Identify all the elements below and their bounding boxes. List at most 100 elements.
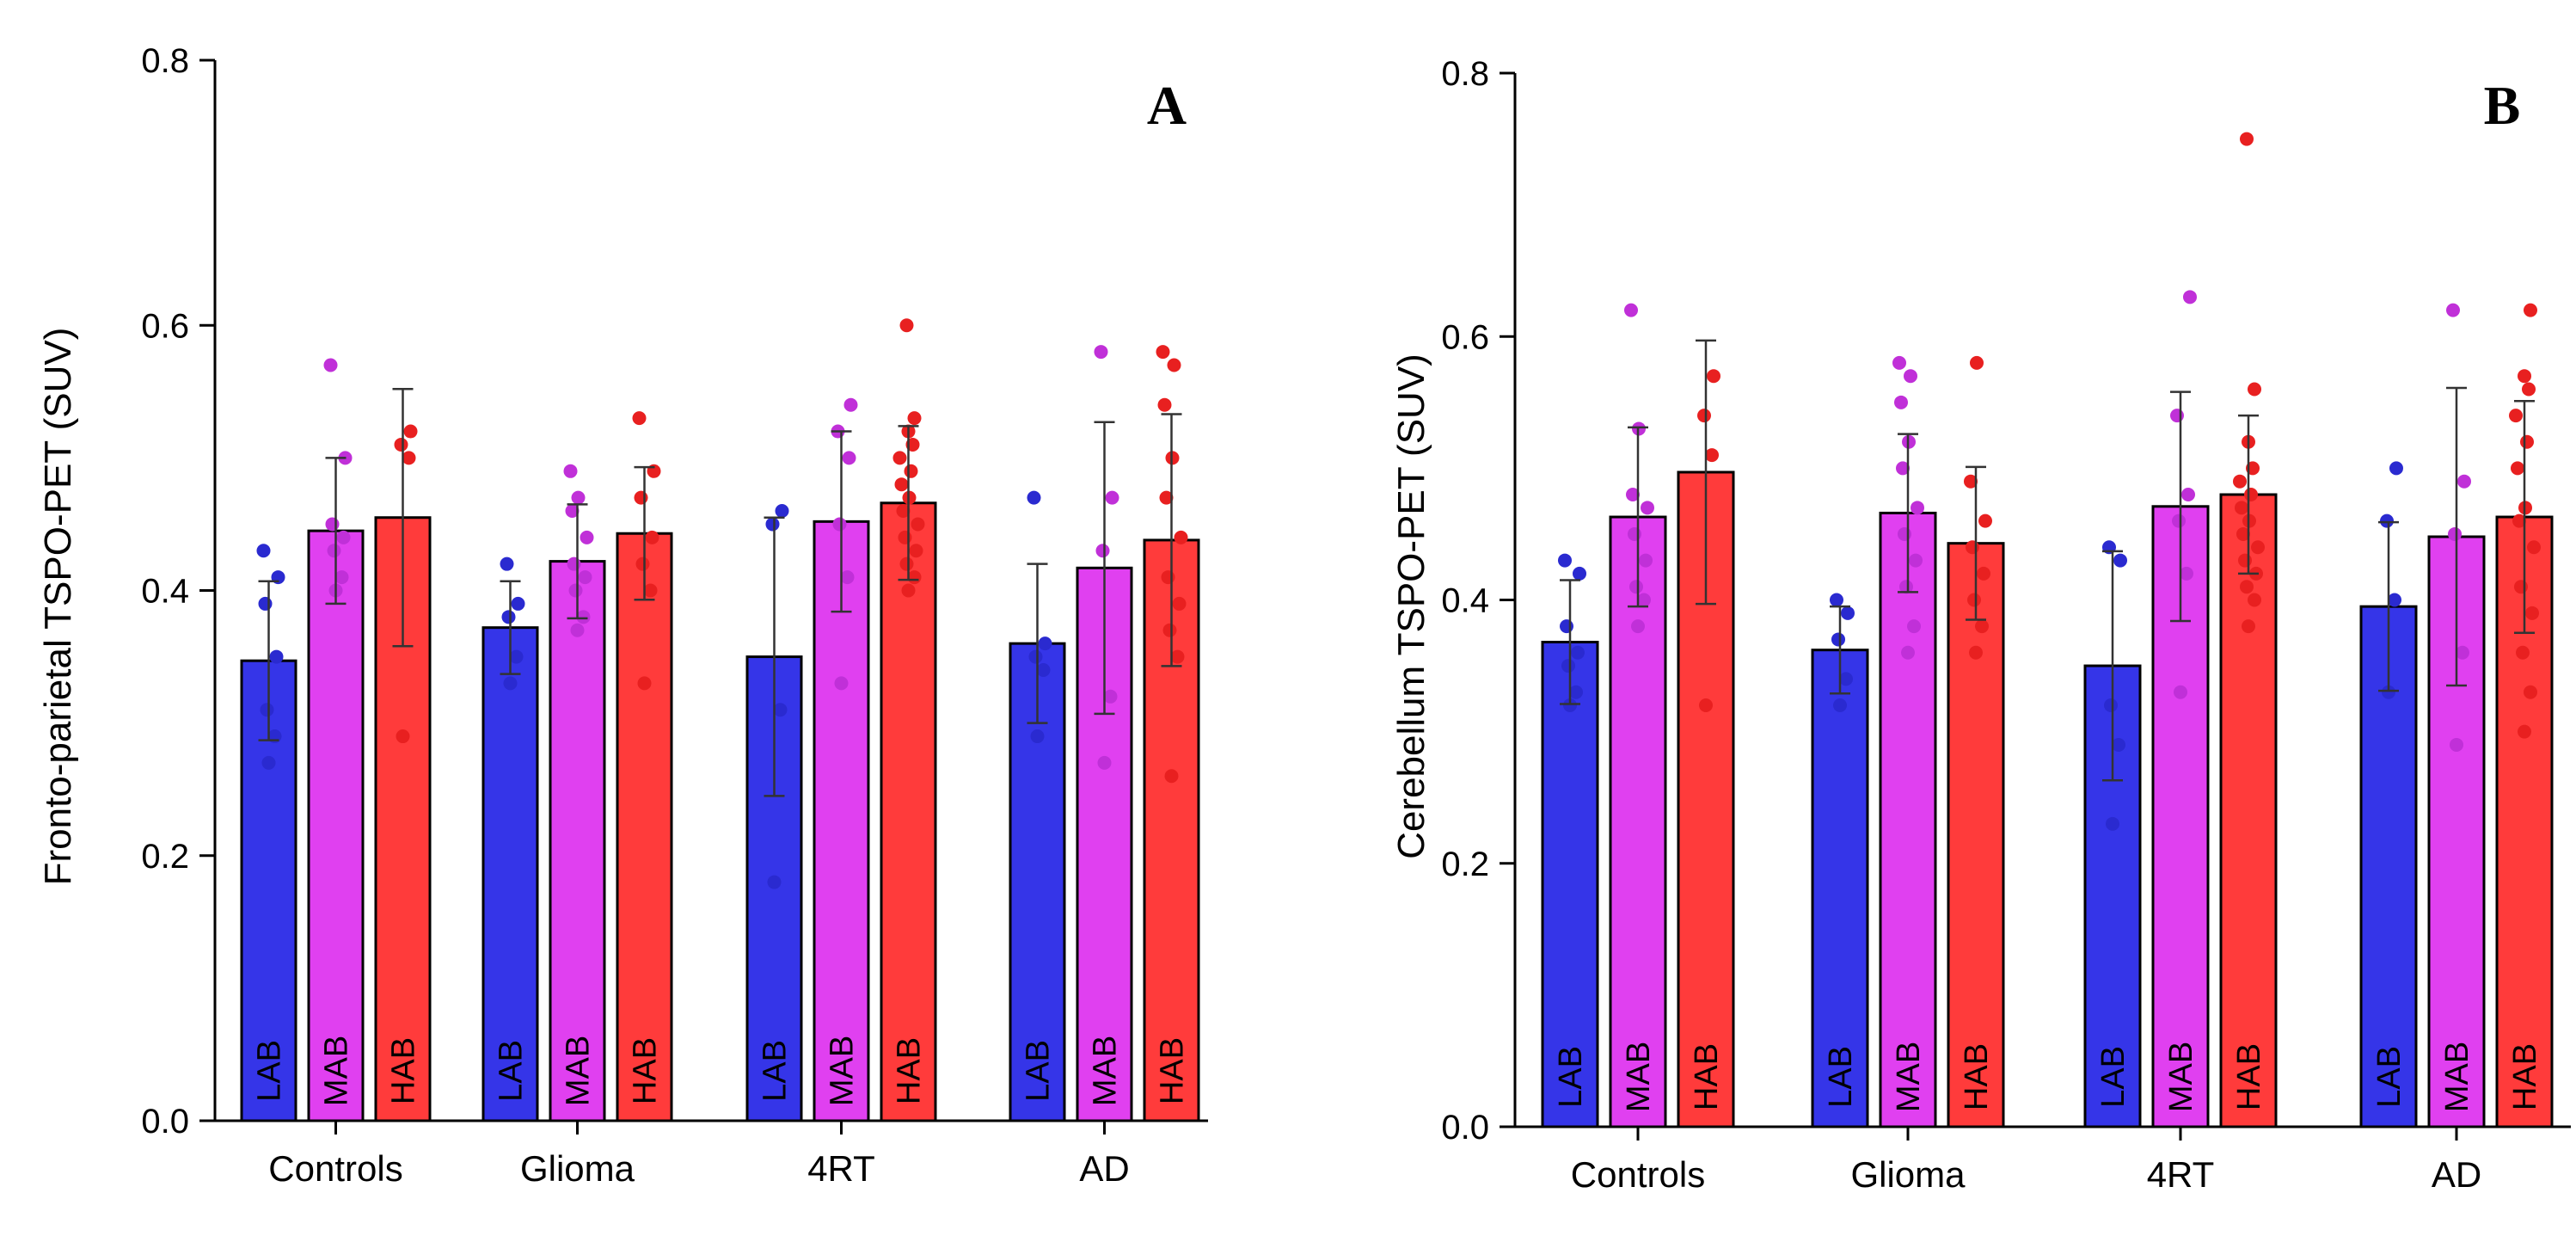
panel-b-point-4rt-lab	[2104, 698, 2118, 712]
panel-b-y-axis-title: Cerebellum TSPO-PET (SUV)	[1390, 354, 1432, 859]
panel-b-point-4rt-hab	[2242, 619, 2255, 634]
panel-b-y-ticks: 0.0 0.2 0.4 0.6 0.8	[1441, 55, 1515, 1147]
panel-a-y-tick-label: 0.0	[141, 1103, 189, 1141]
panel-a-point-controls-hab	[396, 729, 410, 744]
panel-a-point-4rt-hab	[896, 504, 911, 519]
panel-a-y-tick-label: 0.8	[141, 42, 189, 80]
panel-b-bar-label-ad-hab: HAB	[2507, 1043, 2543, 1110]
panel-b-point-glioma-mab	[1894, 395, 1908, 409]
panel-a-y-tick-label: 0.4	[141, 573, 189, 611]
panel-b-point-4rt-hab	[2238, 553, 2252, 568]
panel-a-point-4rt-hab	[892, 451, 907, 465]
panel-a-point-glioma-mab	[576, 610, 591, 624]
panel-b-x-category-label: AD	[2432, 1154, 2481, 1195]
panel-b-point-ad-mab	[2446, 303, 2460, 317]
panel-b-point-glioma-lab	[1833, 698, 1847, 712]
panel-b-bar-label-glioma-mab: MAB	[1891, 1042, 1927, 1112]
panel-b-bar-label-controls-mab: MAB	[1621, 1042, 1657, 1112]
panel-b-bar-label-glioma-lab: LAB	[1823, 1046, 1859, 1108]
panel-a-point-glioma-hab	[643, 583, 658, 598]
panel-a-point-glioma-mab	[565, 504, 580, 519]
panel-a-point-glioma-mab	[570, 623, 585, 637]
panel-b-point-controls-lab	[1561, 659, 1575, 673]
panel-a-point-controls-hab	[403, 424, 418, 439]
panel-a-bar-label-ad-hab: HAB	[1155, 1037, 1191, 1104]
panel-b-point-ad-hab	[2518, 369, 2531, 384]
panel-b-point-glioma-mab	[1899, 580, 1913, 594]
panel-b-point-controls-mab	[1626, 488, 1640, 501]
panel-b-point-4rt-hab	[2240, 580, 2254, 594]
panel-b-point-glioma-mab	[1898, 526, 1911, 541]
panel-b-points	[1558, 132, 2541, 831]
panel-b-point-controls-mab	[1639, 553, 1653, 568]
panel-a-point-ad-hab	[1170, 649, 1185, 664]
panel-b-chart: B Cerebellum TSPO-PET (SUV) 0.0 0.2 0.4 0.6…	[1390, 55, 2571, 1195]
panel-a-point-controls-lab	[261, 755, 276, 770]
panel-a-point-controls-hab	[394, 437, 408, 452]
panel-a-point-ad-lab	[1036, 662, 1051, 677]
panel-a-point-glioma-lab	[511, 596, 525, 611]
panel-a-point-glioma-hab	[635, 557, 650, 571]
panel-b-point-glioma-lab	[1830, 593, 1843, 607]
panel-b-point-glioma-mab	[1896, 461, 1910, 476]
panel-a-point-glioma-mab	[578, 570, 592, 585]
panel-b-point-ad-hab	[2525, 606, 2539, 620]
panel-b-point-ad-hab	[2516, 645, 2530, 660]
panel-b-point-4rt-lab	[2106, 816, 2119, 831]
panel-a-point-controls-mab	[327, 544, 341, 558]
panel-b-point-ad-hab	[2520, 434, 2534, 449]
panel-b-letter: B	[2484, 75, 2521, 136]
panel-a-point-ad-lab	[1030, 729, 1045, 744]
panel-b-point-ad-hab	[2527, 540, 2541, 555]
panel-a-point-ad-mab	[1094, 345, 1108, 360]
panel-a-letter: A	[1147, 75, 1187, 136]
panel-a-point-glioma-hab	[634, 490, 648, 505]
panel-a-point-glioma-hab	[632, 411, 647, 426]
panel-a-point-4rt-mab	[843, 397, 858, 412]
panel-b-point-glioma-hab	[1967, 593, 1981, 607]
panel-a-point-4rt-hab	[901, 583, 916, 598]
panel-b-point-ad-hab	[2509, 409, 2523, 423]
panel-a-bar-label-controls-mab: MAB	[319, 1036, 355, 1106]
panel-b-point-controls-hab	[1705, 448, 1719, 463]
panel-a-point-4rt-hab	[894, 477, 909, 492]
panel-b-bar-glioma-mab	[1879, 511, 1937, 1128]
panel-a-point-controls-lab	[269, 649, 284, 664]
panel-a-bar-label-4rt-lab: LAB	[757, 1040, 794, 1102]
panel-b-point-controls-mab	[1624, 303, 1638, 317]
panel-b-point-ad-mab	[2448, 526, 2462, 541]
panel-a-point-ad-mab	[1095, 544, 1110, 558]
panel-a-point-glioma-lab	[509, 649, 524, 664]
panel-a-point-4rt-lab	[767, 875, 782, 889]
panel-b-bar-label-ad-mab: MAB	[2439, 1042, 2475, 1112]
panel-b-point-glioma-hab	[1977, 566, 1990, 581]
panel-b-bar-glioma-hab	[1947, 542, 2005, 1128]
panel-b-point-ad-lab	[2388, 593, 2401, 607]
panel-a-point-glioma-mab	[567, 557, 581, 571]
panel-a-point-4rt-hab	[907, 411, 922, 426]
panel-b-point-glioma-mab	[1901, 645, 1915, 660]
panel-a-point-4rt-hab	[899, 557, 914, 571]
panel-b-point-ad-mab	[2457, 474, 2471, 489]
panel-b-bar-label-4rt-lab: LAB	[2095, 1046, 2131, 1108]
panel-b-point-4rt-lab	[2113, 553, 2127, 568]
panel-b-bar-labels: LAB MAB HAB LAB MAB HAB LAB MAB HAB LAB MAB HAB	[1553, 1042, 2543, 1112]
panel-a-point-ad-hab	[1167, 358, 1181, 372]
panel-b-point-glioma-hab	[1964, 474, 1978, 489]
panel-b-point-glioma-lab	[1839, 672, 1853, 686]
panel-b-point-controls-mab	[1631, 619, 1645, 634]
panel-b-point-controls-lab	[1571, 645, 1585, 660]
panel-b-point-ad-mab	[2450, 737, 2463, 752]
panel-b-point-4rt-mab	[2174, 685, 2187, 699]
panel-b-point-4rt-mab	[2181, 488, 2195, 501]
panel-a-point-4rt-hab	[909, 544, 923, 558]
panel-b-point-controls-lab	[1560, 619, 1573, 634]
panel-b-x-categories: Controls Glioma 4RT AD	[1571, 1127, 2481, 1195]
panel-a-x-category-label: AD	[1079, 1148, 1129, 1189]
panel-b-point-4rt-hab	[2233, 474, 2247, 489]
panel-b-axes	[1513, 73, 2571, 1128]
panel-a-chart: A Fronto-parietal TSPO-PET (SUV) 0.00.20…	[37, 42, 1208, 1189]
panel-b-point-glioma-mab	[1892, 355, 1906, 370]
panel-a-bar-label-ad-mab: MAB	[1088, 1036, 1124, 1106]
